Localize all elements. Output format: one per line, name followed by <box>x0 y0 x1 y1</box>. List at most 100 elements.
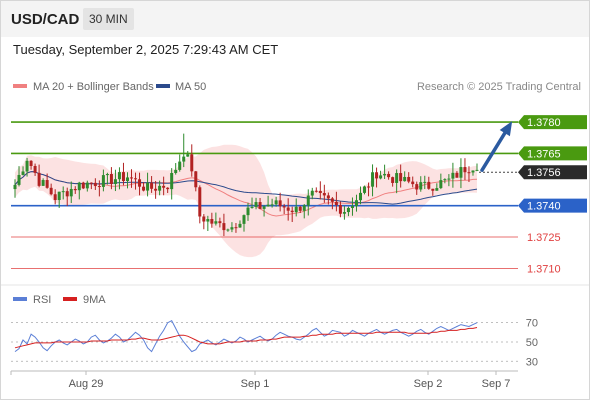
candle <box>427 176 431 190</box>
candle <box>178 154 182 172</box>
candle <box>154 180 158 199</box>
time-label: Sep 2 <box>414 378 443 390</box>
candle <box>222 213 226 237</box>
rsi-level-label-50: 50 <box>526 337 538 349</box>
candle <box>346 206 350 217</box>
candle <box>186 151 190 157</box>
candle <box>379 170 383 180</box>
candle <box>190 144 194 177</box>
price-legend: MA 20 + Bollinger Bands MA 50 Research ©… <box>13 81 581 93</box>
candle <box>206 215 210 232</box>
time-label: Sep 1 <box>241 378 270 390</box>
last-price-tag <box>518 165 587 180</box>
candle <box>338 201 342 218</box>
candle <box>202 214 206 230</box>
rsi-panel: 70 50 30 <box>11 318 538 368</box>
candle <box>61 186 65 200</box>
credit-text: Research © 2025 Trading Central <box>417 81 581 93</box>
bollinger-band <box>15 144 477 258</box>
candle <box>125 172 129 189</box>
candle <box>218 217 222 228</box>
candle <box>29 160 33 170</box>
candle <box>451 162 455 188</box>
level-label-1.3710: 1.3710 <box>527 263 561 275</box>
candle <box>105 172 109 185</box>
moving-averages <box>14 171 478 217</box>
candle <box>142 182 146 192</box>
candle <box>174 163 178 175</box>
candle <box>310 187 314 200</box>
candle <box>170 168 174 200</box>
candle <box>403 171 407 182</box>
ma50-legend-label: MA 50 <box>175 81 206 93</box>
candle <box>41 178 45 186</box>
price-levels <box>11 121 518 269</box>
time-label: Sep 7 <box>482 378 511 390</box>
candle <box>415 181 419 195</box>
time-axis: Aug 29 Sep 1 Sep 2 Sep 7 <box>10 371 511 390</box>
candle <box>57 191 61 208</box>
candle <box>387 171 391 180</box>
candle <box>230 222 234 233</box>
candle <box>391 176 395 187</box>
candle <box>101 169 105 192</box>
candle <box>146 172 150 197</box>
candle <box>471 170 475 176</box>
candle <box>407 172 411 184</box>
candle <box>65 187 69 207</box>
timeframe-badge[interactable]: 30 MIN <box>83 8 134 30</box>
candle <box>89 182 93 190</box>
ma9-legend-label: 9MA <box>83 294 106 306</box>
candle <box>130 169 134 188</box>
rsi-level-label-30: 30 <box>526 356 538 368</box>
ma20-legend-swatch <box>13 84 27 88</box>
rsi-legend-swatch <box>13 297 27 301</box>
candle <box>85 180 89 192</box>
candle <box>81 181 85 190</box>
ma9-legend-swatch <box>63 297 77 301</box>
forecast-arrow-head <box>499 121 513 137</box>
candle <box>138 172 142 196</box>
candle <box>322 184 326 203</box>
candle <box>395 169 399 194</box>
bollinger-band-area <box>15 144 477 258</box>
level-label-1.3765: 1.3765 <box>527 148 561 160</box>
level-label-1.3740: 1.3740 <box>527 201 561 213</box>
level-label-1.3780: 1.3780 <box>527 117 561 129</box>
rsi-level-label-70: 70 <box>526 318 538 330</box>
level-labels: 1.3780 1.3765 1.3740 1.3725 1.3710 1.3756 <box>518 115 587 275</box>
candle <box>443 178 447 184</box>
last-price-label: 1.3756 <box>527 167 561 179</box>
candle <box>158 180 162 196</box>
candle <box>117 167 121 190</box>
candle <box>238 220 242 228</box>
candle <box>294 198 298 217</box>
candle <box>134 172 138 190</box>
chart-header: USD/CAD 30 MIN <box>1 1 589 37</box>
candle <box>210 212 214 228</box>
candle <box>270 198 274 208</box>
candle <box>150 176 154 193</box>
time-label: Aug 29 <box>69 378 104 390</box>
candle <box>302 204 306 219</box>
candle <box>97 180 101 197</box>
candle <box>266 195 270 207</box>
candle <box>234 222 238 233</box>
candle <box>198 185 202 224</box>
candle <box>37 164 41 188</box>
candle <box>258 197 262 210</box>
ma50-line <box>14 171 478 205</box>
candle <box>371 164 375 197</box>
candle <box>306 189 310 216</box>
candle <box>246 202 250 221</box>
candle <box>342 206 346 220</box>
candle <box>77 181 81 200</box>
rsi-legend: RSI 9MA <box>13 294 106 306</box>
chart-datetime: Tuesday, September 2, 2025 7:29:43 AM CE… <box>13 42 279 57</box>
candle <box>383 164 387 179</box>
candle <box>109 167 113 190</box>
candle <box>274 196 278 207</box>
candle <box>21 166 25 176</box>
candle <box>367 182 371 197</box>
candle <box>435 183 439 191</box>
